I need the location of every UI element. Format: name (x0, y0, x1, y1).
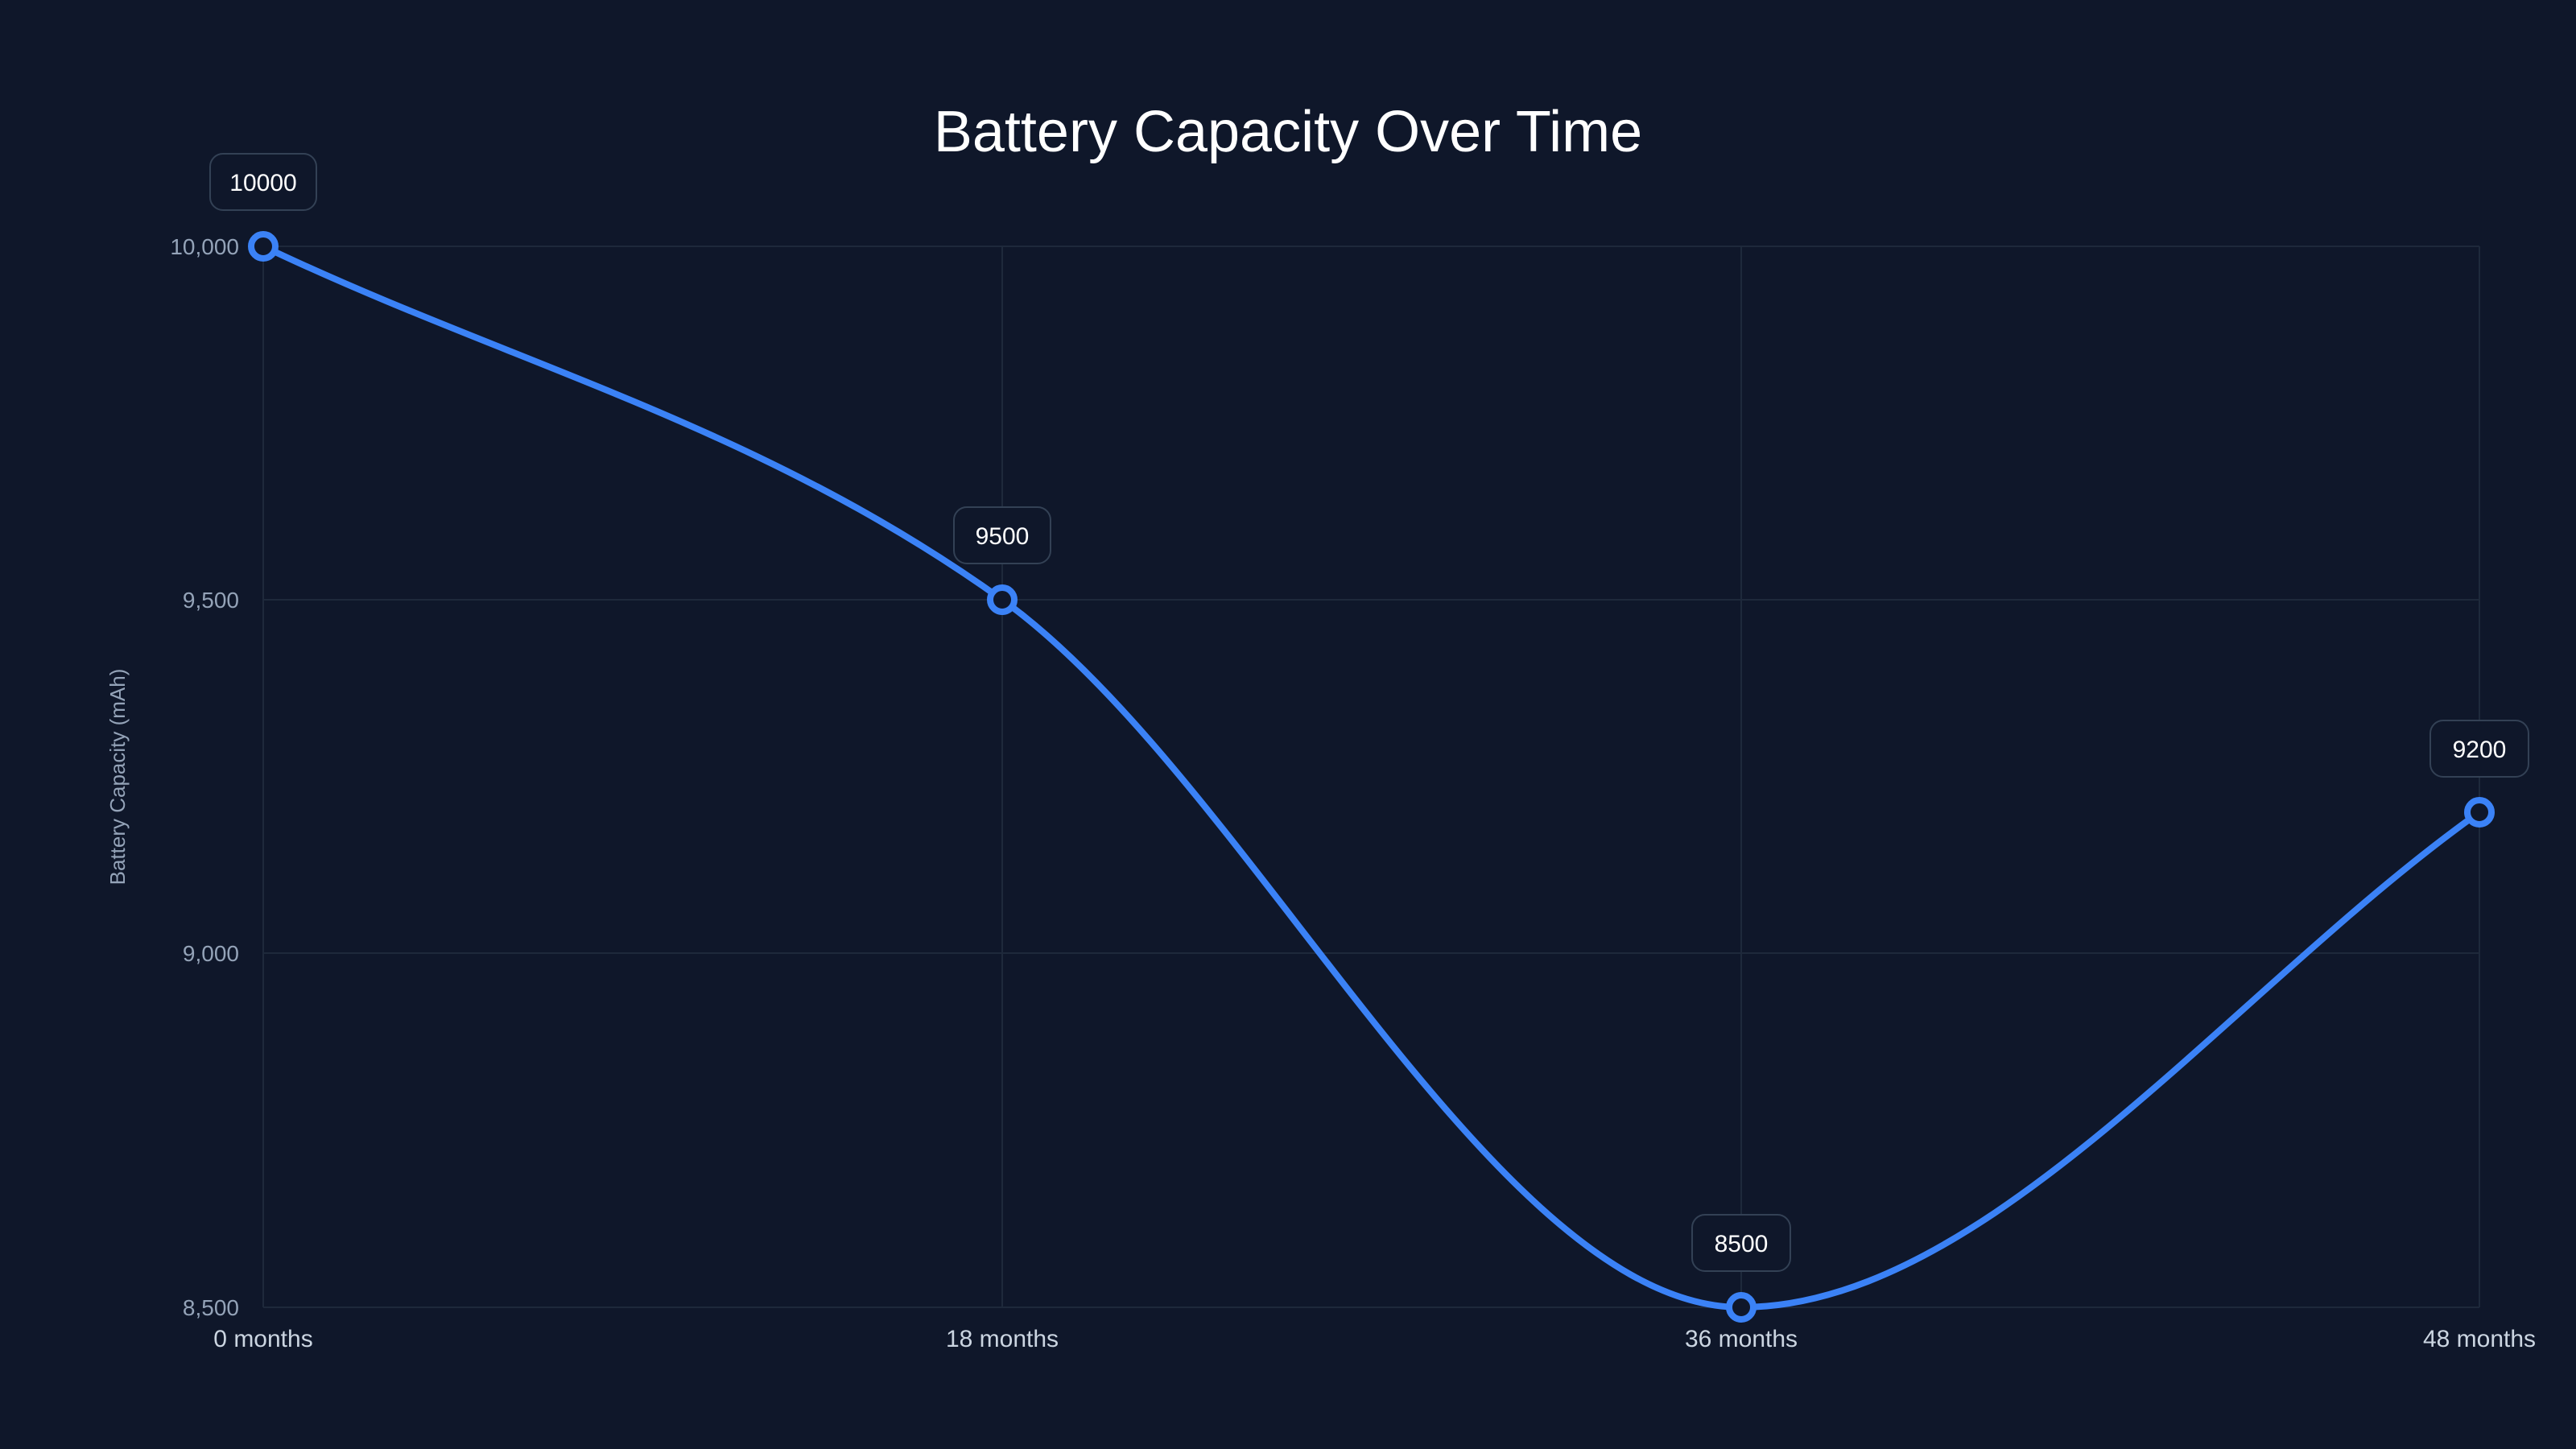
data-labels: 10000 9500 8500 9200 (209, 153, 2529, 1272)
data-line (260, 243, 2483, 1311)
y-tick-label: 10,000 (170, 234, 239, 259)
chart-title: Battery Capacity Over Time (934, 100, 1642, 164)
y-tick-label: 8,500 (183, 1295, 239, 1320)
data-point[interactable] (2464, 797, 2495, 828)
data-point[interactable] (1726, 1292, 1757, 1323)
y-tick-label: 9,500 (183, 588, 239, 613)
y-tick-label: 9,000 (183, 941, 239, 966)
svg-text:10000: 10000 (229, 170, 296, 196)
x-tick-label: 18 months (946, 1326, 1059, 1352)
data-label: 9200 (2429, 720, 2529, 778)
data-label: 9500 (953, 506, 1051, 564)
data-points (248, 231, 2495, 1323)
svg-text:8500: 8500 (1715, 1231, 1769, 1257)
svg-text:9500: 9500 (976, 523, 1030, 550)
y-axis-label: Battery Capacity (mAh) (105, 669, 130, 886)
data-point[interactable] (248, 231, 279, 262)
x-tick-label: 48 months (2423, 1326, 2536, 1352)
x-tick-label: 36 months (1685, 1326, 1798, 1352)
data-point[interactable] (987, 584, 1018, 615)
data-label: 8500 (1691, 1214, 1791, 1272)
svg-text:9200: 9200 (2453, 737, 2507, 763)
grid (262, 246, 2480, 1308)
data-label: 10000 (209, 153, 317, 211)
x-axis: 0 months 18 months 36 months 48 months (213, 1326, 2536, 1352)
x-tick-label: 0 months (213, 1326, 312, 1352)
y-axis: 10,000 9,500 9,000 8,500 Battery Capacit… (105, 234, 239, 1320)
